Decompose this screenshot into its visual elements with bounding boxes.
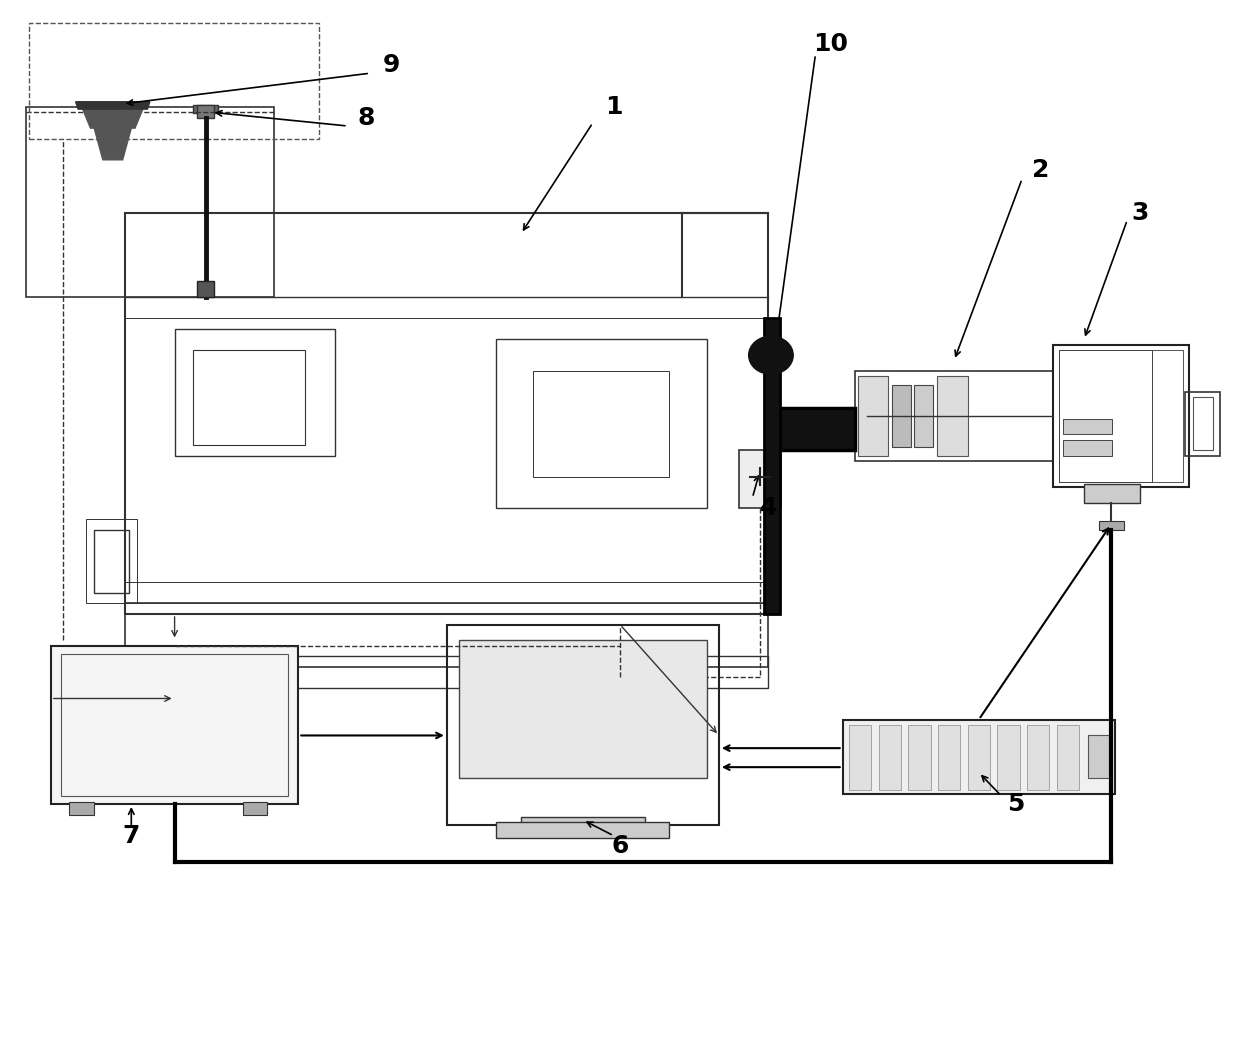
- Bar: [29, 22, 320, 139]
- Bar: [997, 725, 1019, 790]
- Text: 7: 7: [123, 824, 140, 848]
- Bar: [446, 625, 719, 825]
- Bar: [1059, 349, 1183, 482]
- Bar: [193, 349, 305, 445]
- Bar: [197, 282, 215, 298]
- Bar: [69, 802, 94, 814]
- Bar: [967, 725, 990, 790]
- Bar: [51, 646, 299, 804]
- Bar: [1099, 521, 1123, 530]
- Text: 5: 5: [1007, 792, 1024, 816]
- Bar: [843, 720, 1115, 793]
- Bar: [243, 802, 268, 814]
- Bar: [125, 213, 769, 614]
- Bar: [1027, 725, 1049, 790]
- Bar: [86, 519, 138, 604]
- Bar: [879, 725, 900, 790]
- Text: 9: 9: [382, 53, 399, 76]
- Bar: [1084, 484, 1140, 503]
- Bar: [936, 376, 967, 455]
- Bar: [521, 816, 645, 827]
- Text: 3: 3: [1131, 200, 1148, 225]
- Bar: [1056, 725, 1079, 790]
- Text: 2: 2: [1032, 159, 1049, 182]
- Bar: [1185, 392, 1220, 455]
- Bar: [769, 408, 856, 450]
- Bar: [914, 384, 932, 447]
- Bar: [908, 725, 930, 790]
- Bar: [125, 657, 769, 688]
- Bar: [197, 105, 215, 118]
- Bar: [1087, 735, 1110, 777]
- Bar: [125, 604, 769, 667]
- Bar: [937, 725, 960, 790]
- Polygon shape: [76, 102, 150, 109]
- Bar: [459, 641, 707, 777]
- Bar: [175, 328, 336, 455]
- Text: 1: 1: [605, 95, 622, 119]
- Polygon shape: [82, 107, 144, 128]
- Bar: [1063, 418, 1112, 434]
- Bar: [893, 384, 910, 447]
- Bar: [849, 725, 872, 790]
- Bar: [739, 450, 781, 508]
- Bar: [764, 319, 780, 614]
- Bar: [94, 530, 129, 593]
- Bar: [1193, 397, 1213, 450]
- Bar: [61, 654, 289, 795]
- Bar: [533, 371, 670, 477]
- Bar: [1059, 349, 1152, 482]
- Bar: [496, 339, 707, 508]
- Text: 6: 6: [611, 834, 629, 859]
- Bar: [856, 371, 1053, 461]
- Bar: [496, 822, 670, 838]
- Bar: [858, 376, 889, 455]
- Bar: [1053, 344, 1189, 487]
- Text: 8: 8: [357, 106, 374, 129]
- Text: 4: 4: [760, 497, 777, 520]
- Bar: [26, 107, 274, 298]
- Text: 10: 10: [813, 32, 848, 56]
- Bar: [1063, 439, 1112, 455]
- Circle shape: [749, 336, 794, 374]
- Polygon shape: [94, 128, 131, 160]
- Bar: [193, 105, 218, 113]
